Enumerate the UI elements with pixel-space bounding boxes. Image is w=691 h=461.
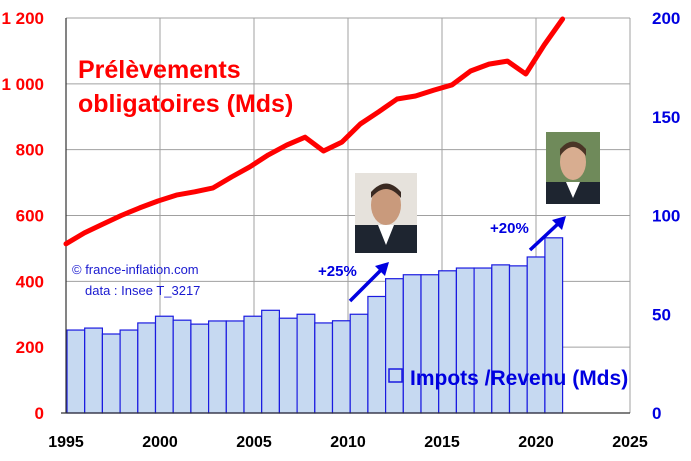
bar-2011 xyxy=(349,313,369,414)
line-point-2004 xyxy=(231,176,233,178)
bar-2008 xyxy=(296,313,316,414)
bar-2020 xyxy=(508,265,528,414)
y-right-tick-label: 0 xyxy=(652,404,661,423)
line-point-2014 xyxy=(414,95,416,97)
bar-1995 xyxy=(66,329,86,414)
line-point-1998 xyxy=(120,215,122,216)
hollande-increase-label: +25% xyxy=(318,263,357,280)
y-right-tick-label: 100 xyxy=(652,207,680,226)
y-left-tick-label: 200 xyxy=(16,338,44,357)
bar-2006 xyxy=(261,309,281,414)
y-left-tick-label: 1 200 xyxy=(1,9,44,28)
line-point-2001 xyxy=(175,194,177,196)
bar-1998 xyxy=(119,329,139,414)
x-tick-label: 2020 xyxy=(518,434,554,451)
bar-2007 xyxy=(278,317,298,414)
line-point-2013 xyxy=(396,98,398,100)
macron-photo xyxy=(546,132,600,204)
line-prelevements xyxy=(63,16,566,247)
bar-2012 xyxy=(367,295,387,414)
x-tick-label: 2005 xyxy=(236,434,272,451)
y-right-tick-label: 200 xyxy=(652,9,680,28)
line-point-2010 xyxy=(341,141,343,143)
line-point-2002 xyxy=(194,191,196,193)
bar-2009 xyxy=(314,322,334,414)
bar-2017 xyxy=(455,267,475,414)
line-point-2011 xyxy=(359,123,361,125)
line-point-1995 xyxy=(65,243,67,245)
line-point-2017 xyxy=(470,70,472,72)
x-tick-label: 1995 xyxy=(48,434,84,451)
line-point-2012 xyxy=(378,111,380,113)
legend: Impots /Revenu (Mds) xyxy=(388,367,628,390)
y-right-tick-label: 50 xyxy=(652,305,671,324)
y-left-tick-label: 600 xyxy=(16,207,44,226)
bar-1996 xyxy=(84,327,103,414)
bar-2000 xyxy=(154,315,174,414)
y-left-tick-label: 1 000 xyxy=(1,75,44,94)
line-point-2007 xyxy=(286,144,288,146)
line-point-2008 xyxy=(304,136,306,138)
bar-series xyxy=(66,237,564,414)
hollande-increase-arrow-icon xyxy=(348,262,389,303)
bar-2013 xyxy=(385,278,404,414)
macron-increase-label: +20% xyxy=(490,220,529,237)
bar-2003 xyxy=(208,320,227,414)
bar-1999 xyxy=(137,322,157,414)
line-point-2018 xyxy=(488,63,490,65)
chart-title-line-1: Prélèvements xyxy=(78,56,241,84)
x-tick-label: 2010 xyxy=(330,434,366,451)
line-point-2009 xyxy=(322,150,324,152)
bar-2019 xyxy=(491,264,511,414)
line-point-2016 xyxy=(451,84,453,86)
y-left-tick-label: 800 xyxy=(16,141,44,160)
legend-label: Impots /Revenu (Mds) xyxy=(410,367,628,390)
source-credit: © france-inflation.com xyxy=(72,262,199,277)
line-point-2019 xyxy=(506,60,508,62)
bar-1997 xyxy=(101,333,121,414)
line-point-2022 xyxy=(562,18,564,20)
bar-2014 xyxy=(402,274,422,414)
bar-2001 xyxy=(172,319,192,414)
y-right-tick-label: 150 xyxy=(652,108,680,127)
line-point-1999 xyxy=(139,207,141,209)
line-point-2003 xyxy=(212,187,214,189)
line-point-2005 xyxy=(249,166,251,168)
x-tick-label: 2000 xyxy=(142,434,178,451)
chart-title-line-2: obligatoires (Mds) xyxy=(78,90,293,118)
bar-2004 xyxy=(225,320,245,414)
source-data: data : Insee T_3217 xyxy=(85,283,200,298)
bar-2015 xyxy=(420,274,440,414)
line-point-1997 xyxy=(102,223,104,225)
line-point-2000 xyxy=(157,200,159,202)
x-tick-label: 2015 xyxy=(424,434,460,451)
line-point-2021 xyxy=(543,44,545,46)
line-point-1996 xyxy=(83,232,85,234)
y-left-tick-label: 0 xyxy=(35,404,44,423)
line-point-2020 xyxy=(525,73,527,75)
x-tick-label: 2025 xyxy=(612,434,648,451)
bar-2002 xyxy=(190,323,210,414)
line-point-2015 xyxy=(433,89,435,91)
axes xyxy=(61,18,630,414)
hollande-photo xyxy=(355,173,417,253)
bar-2010 xyxy=(331,320,351,414)
bar-2005 xyxy=(243,315,263,414)
y-left-tick-label: 400 xyxy=(16,272,44,291)
macron-increase-arrow-icon xyxy=(528,216,566,252)
legend-swatch xyxy=(388,368,403,383)
tick-labels: 0 200 400 600 800 1 000 1 200 0 50 100 150 200 1995 2… xyxy=(1,9,680,451)
bar-2016 xyxy=(438,270,458,414)
line-point-2006 xyxy=(267,154,269,156)
bar-2018 xyxy=(473,267,493,414)
line-series xyxy=(63,16,566,247)
